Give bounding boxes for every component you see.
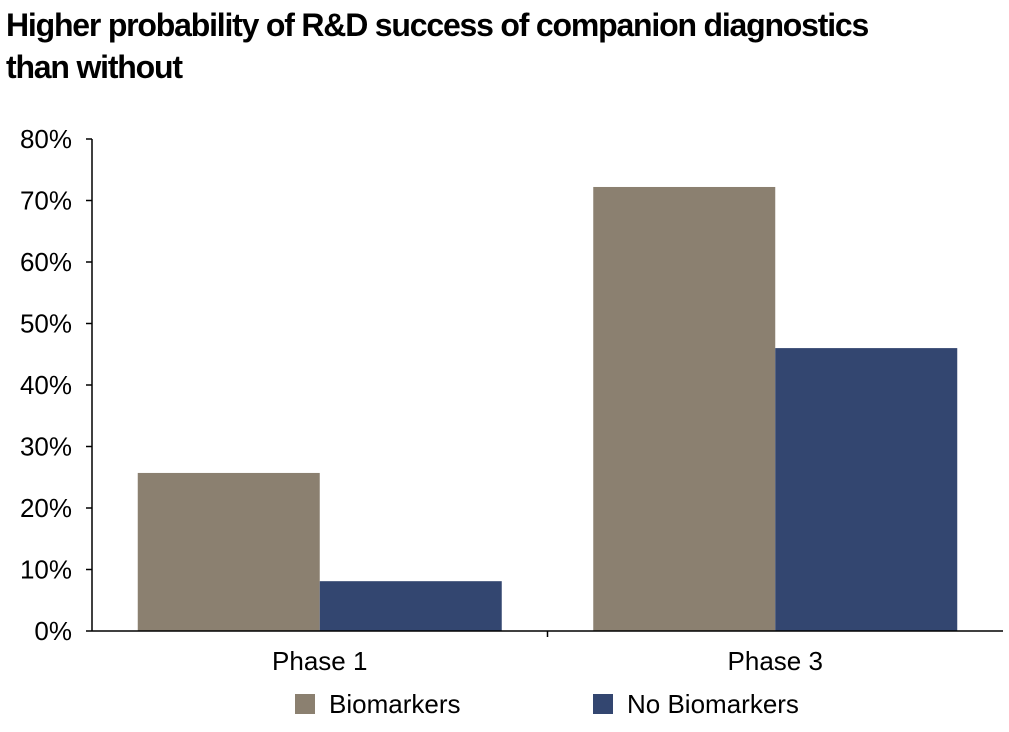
y-tick-label: 10% <box>20 555 72 585</box>
x-tick-label: Phase 1 <box>272 646 367 676</box>
chart-title-line-2: than without <box>6 49 183 85</box>
bar-biomarkers-phase-1 <box>137 472 320 631</box>
x-tick-label: Phase 3 <box>728 646 823 676</box>
x-axis: Phase 1 Phase 3 <box>92 630 1003 676</box>
legend-swatch <box>295 694 315 714</box>
y-tick-label: 40% <box>20 370 72 400</box>
y-tick-label: 80% <box>20 124 72 154</box>
legend-label: Biomarkers <box>329 689 460 719</box>
chart-title-line-1: Higher probability of R&D success of com… <box>6 7 869 43</box>
y-tick-label: 30% <box>20 432 72 462</box>
legend-label: No Biomarkers <box>627 689 799 719</box>
y-axis: 0% 10% 20% 30% 40% 50% 60% 70% 80% <box>20 124 93 646</box>
y-tick-label: 50% <box>20 309 72 339</box>
bars <box>137 186 958 631</box>
bar-biomarkers-phase-3 <box>593 186 776 631</box>
chart-title: Higher probability of R&D success of com… <box>6 4 996 88</box>
y-tick-label: 60% <box>20 247 72 277</box>
legend: Biomarkers No Biomarkers <box>295 689 799 719</box>
y-tick-label: 0% <box>34 616 72 646</box>
y-tick-label: 20% <box>20 493 72 523</box>
bar-no-biomarkers-phase-1 <box>319 581 502 631</box>
y-tick-label: 70% <box>20 186 72 216</box>
legend-swatch <box>593 694 613 714</box>
bar-no-biomarkers-phase-3 <box>775 348 958 631</box>
